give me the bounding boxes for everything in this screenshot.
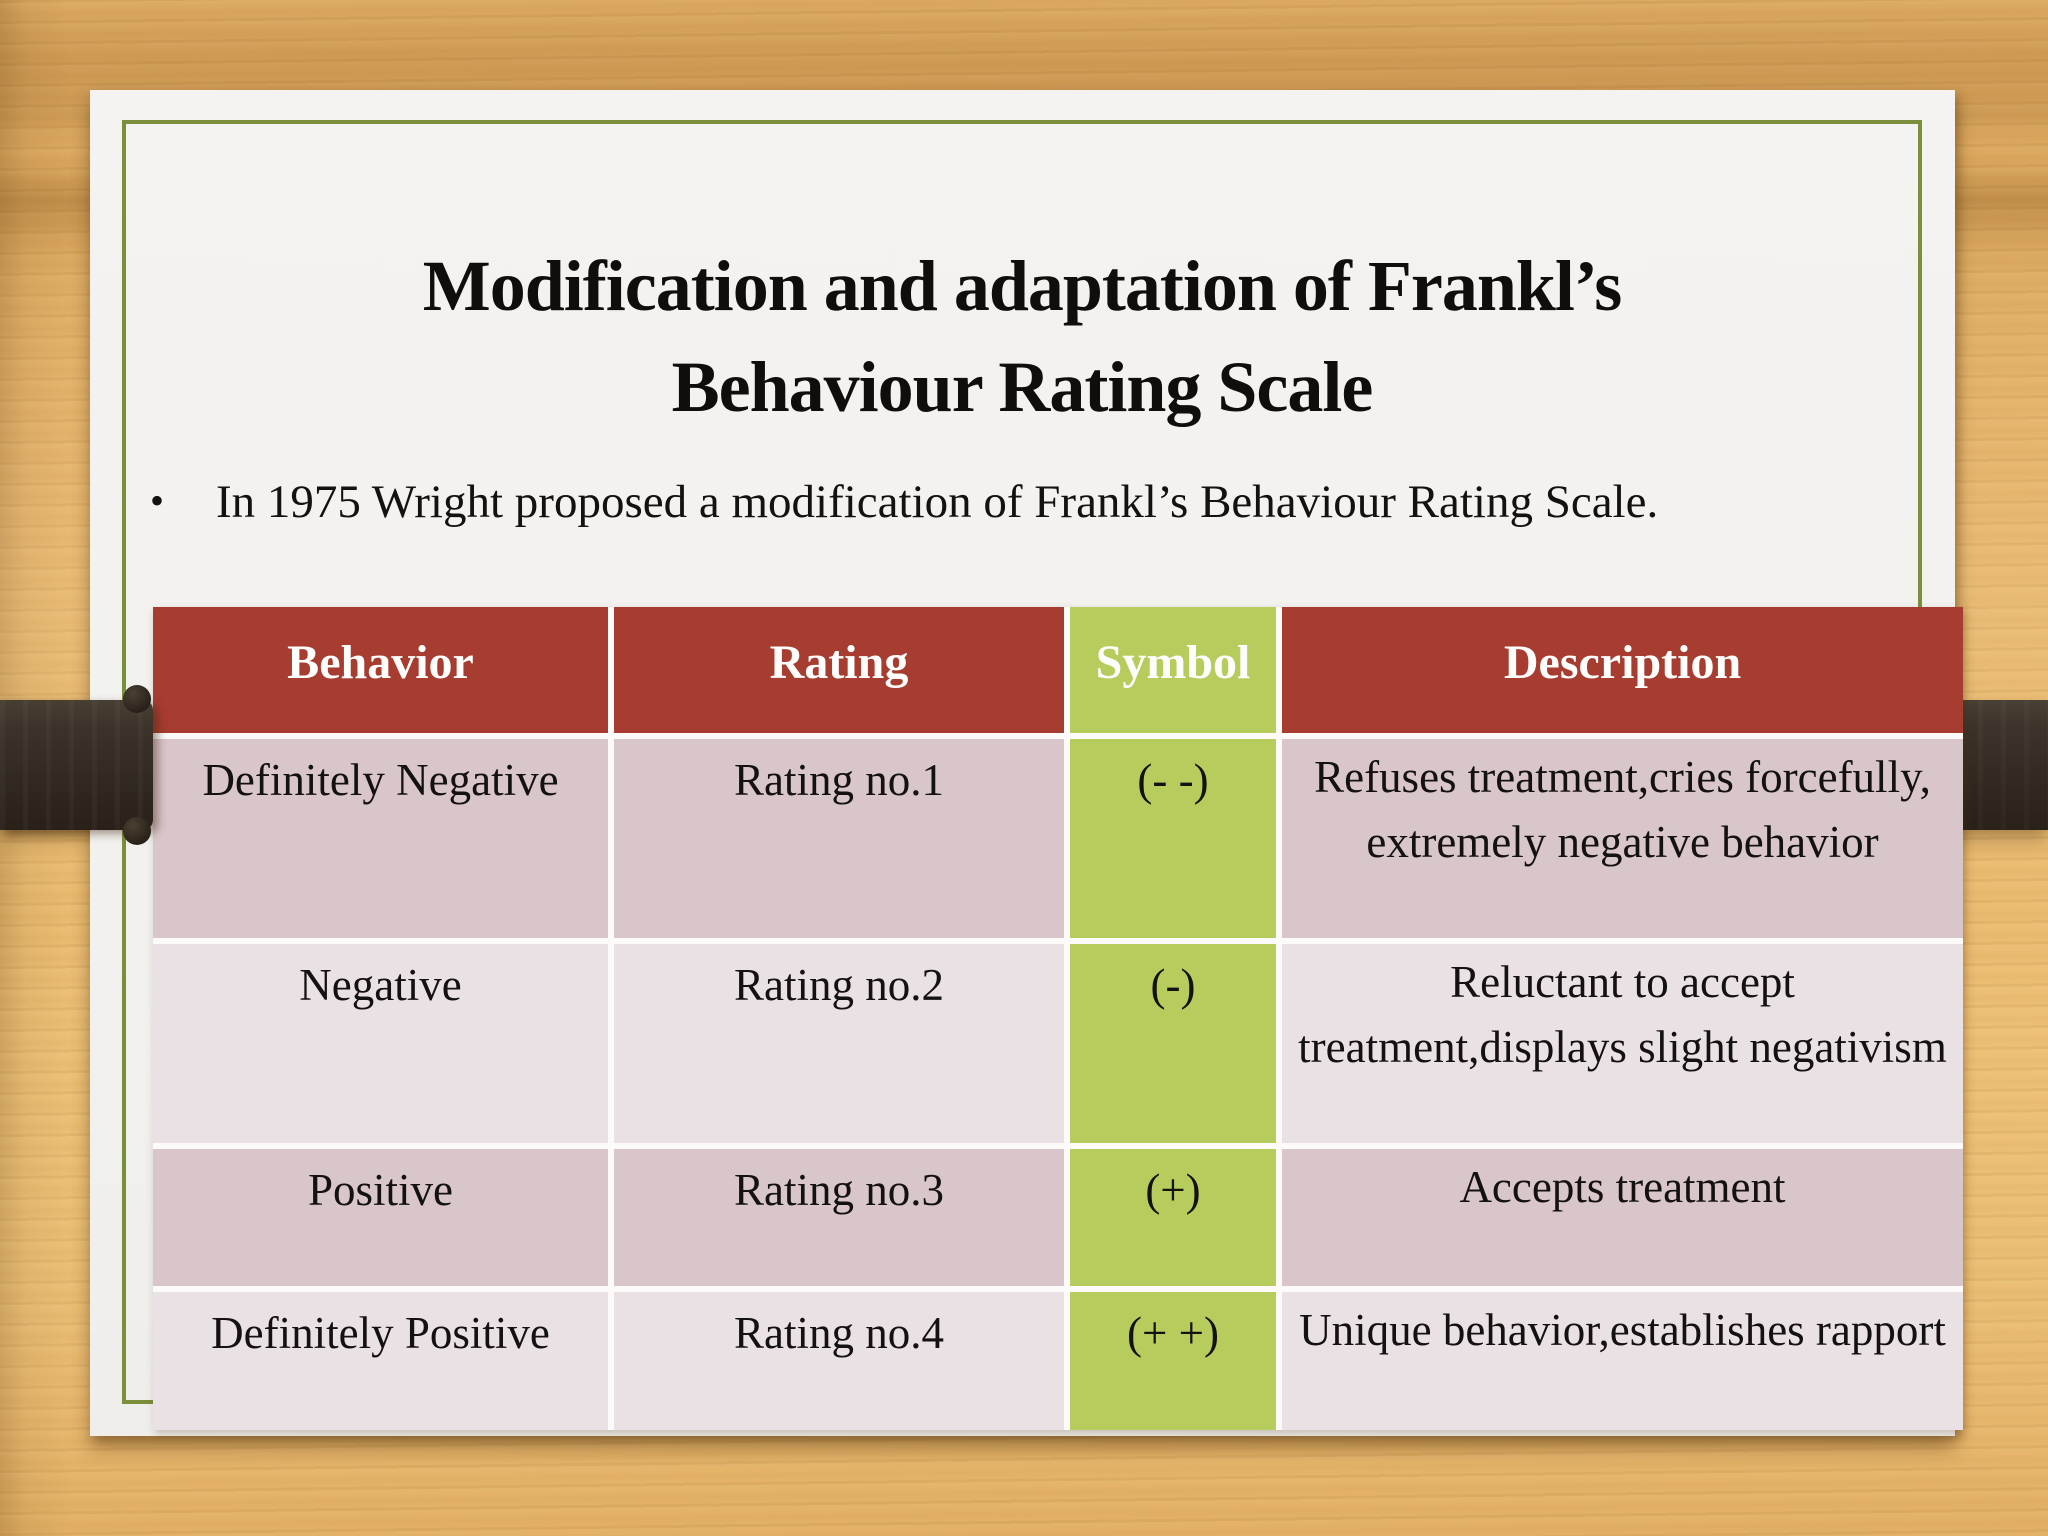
column-header-symbol: Symbol [1070, 607, 1276, 733]
table-cell-behavior: Negative [153, 944, 608, 1143]
column-header-rating: Rating [614, 607, 1064, 733]
column-header-behavior: Behavior [153, 607, 608, 733]
slide-title-line1: Modification and adaptation of Frankl’s [422, 246, 1622, 326]
table-cell-symbol: (+) [1070, 1149, 1276, 1286]
slide-title-line2: Behaviour Rating Scale [671, 346, 1374, 427]
rating-scale-table: Behavior Rating Symbol Description Defin… [153, 607, 1963, 1430]
clamp-knob-top [123, 685, 151, 713]
table-cell-description: Refuses treatment,cries forcefully, extr… [1282, 739, 1963, 938]
table-cell-rating: Rating no.4 [614, 1292, 1064, 1430]
bullet-marker: • [150, 478, 165, 523]
table-cell-rating: Rating no.3 [614, 1149, 1064, 1286]
bullet-item: • In 1975 Wright proposed a modification… [150, 462, 1850, 543]
table-cell-description: Accepts treatment [1282, 1149, 1963, 1286]
table-cell-behavior: Definitely Positive [153, 1292, 608, 1430]
table-cell-description: Reluctant to accept treatment,displays s… [1282, 944, 1963, 1143]
column-header-description: Description [1282, 607, 1963, 733]
table-cell-rating: Rating no.2 [614, 944, 1064, 1143]
table-cell-symbol: (- -) [1070, 739, 1276, 938]
table-cell-description: Unique behavior,establishes rapport [1282, 1292, 1963, 1430]
table-cell-symbol: (+ +) [1070, 1292, 1276, 1430]
slide-title: Modification and adaptation of Frankl’s … [138, 236, 1906, 438]
table-cell-behavior: Definitely Negative [153, 739, 608, 938]
beam-end-clamp [0, 685, 153, 845]
table-cell-symbol: (-) [1070, 944, 1276, 1143]
table-cell-behavior: Positive [153, 1149, 608, 1286]
table-cell-rating: Rating no.1 [614, 739, 1064, 938]
bullet-text: In 1975 Wright proposed a modification o… [216, 476, 1659, 528]
clamp-knob-bottom [123, 817, 151, 845]
